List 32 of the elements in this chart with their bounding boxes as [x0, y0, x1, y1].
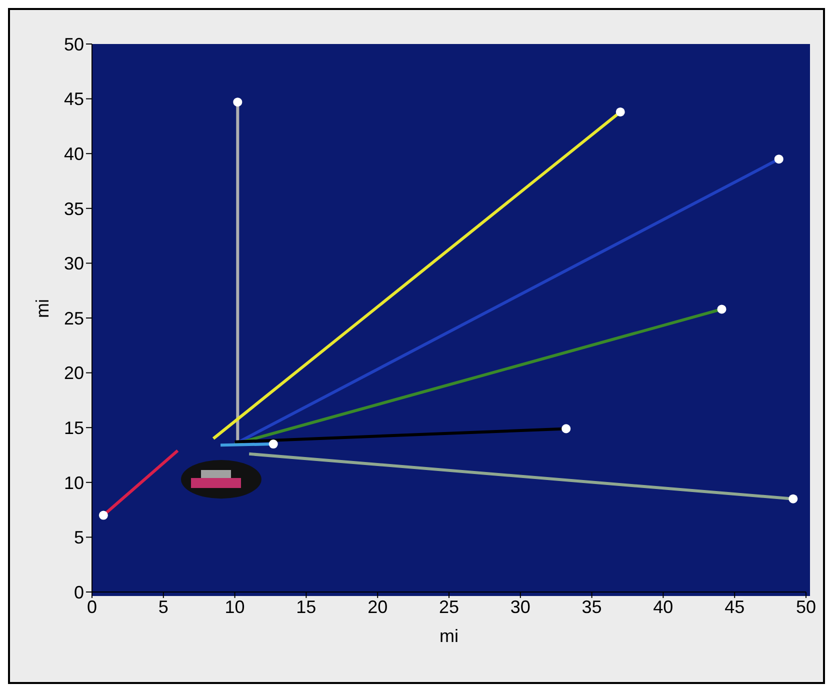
- y-tick-label: 20: [64, 363, 84, 384]
- y-axis-title: mi: [32, 299, 52, 318]
- point: [268, 440, 278, 449]
- y-tick-label: 45: [64, 89, 84, 110]
- y-tick-label: 40: [64, 144, 84, 164]
- x-tick-label: 45: [724, 596, 745, 617]
- x-tick-label: 0: [86, 596, 98, 617]
- x-tick-label: 5: [158, 596, 168, 617]
- y-tick-label: 5: [74, 528, 84, 548]
- y-tick-label: 30: [64, 254, 84, 274]
- x-tick-label: 10: [224, 596, 245, 617]
- x-tick-label: 20: [368, 596, 388, 617]
- x-tick-label: 30: [510, 596, 530, 617]
- y-tick-label: 0: [74, 582, 84, 602]
- y-tick-label: 50: [64, 34, 84, 54]
- x-tick-label: 35: [582, 596, 602, 617]
- x-tick-label: 15: [296, 596, 316, 617]
- point: [98, 510, 108, 520]
- point: [233, 98, 242, 107]
- x-axis-title: mi: [440, 626, 458, 646]
- y-tick-label: 25: [64, 308, 84, 328]
- point: [717, 304, 726, 314]
- x-tick-label: 25: [438, 596, 460, 617]
- x-tick-label: 40: [653, 596, 674, 617]
- y-tick-label: 15: [64, 418, 84, 438]
- y-tick-label: 35: [64, 198, 84, 219]
- point: [774, 154, 784, 164]
- point: [562, 424, 571, 434]
- y-tick-label: 10: [64, 472, 84, 493]
- point: [788, 494, 798, 504]
- x-tick-label: 50: [796, 596, 816, 617]
- point: [616, 107, 625, 116]
